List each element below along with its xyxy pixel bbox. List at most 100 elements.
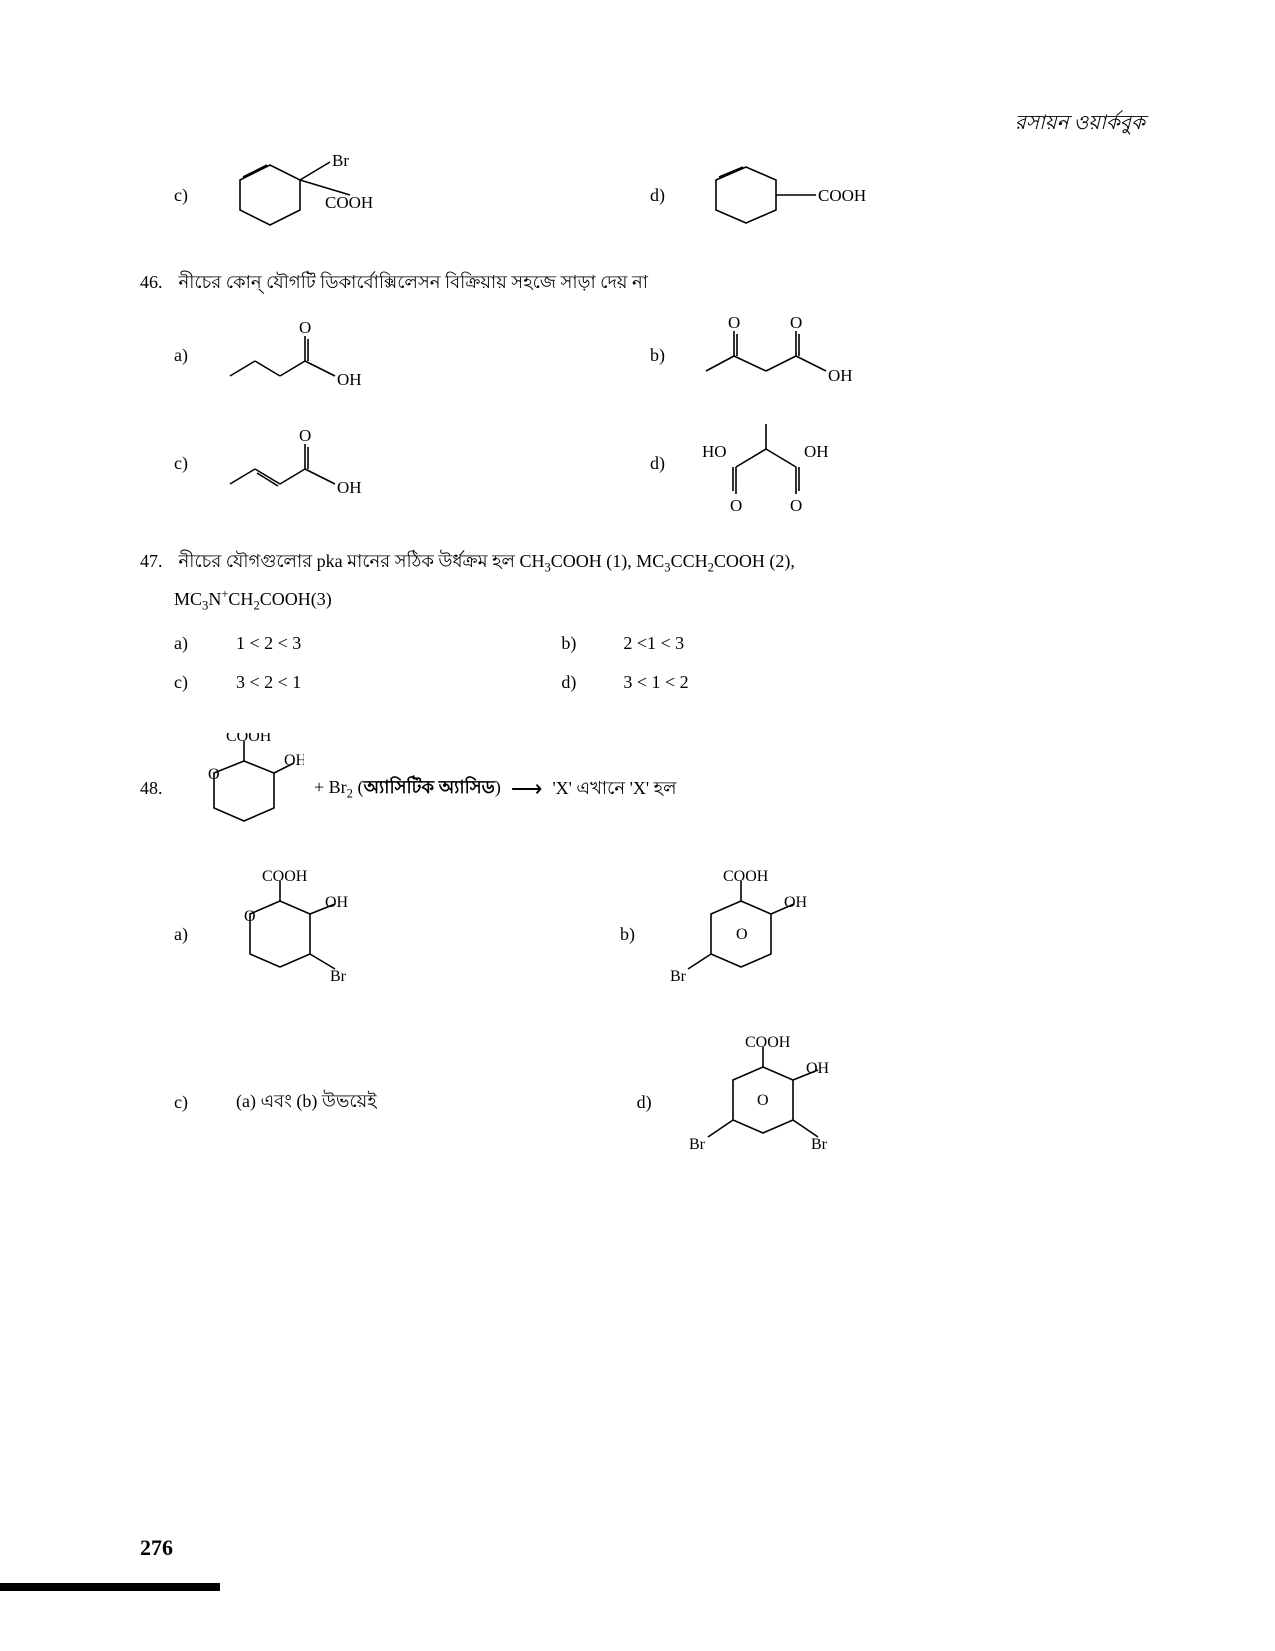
question-number: 46.: [140, 268, 174, 297]
q47-option-a: a) 1 < 2 < 3: [174, 633, 301, 654]
svg-text:COOH: COOH: [325, 193, 373, 212]
question-number: 47.: [140, 547, 174, 576]
q46-option-c: c) O OH: [174, 419, 390, 509]
option-label: a): [174, 633, 202, 654]
svg-text:O: O: [757, 1092, 769, 1109]
structure-c: O OH: [220, 419, 390, 509]
option-label: b): [620, 924, 648, 945]
svg-text:OH: OH: [806, 1060, 830, 1077]
question-number: 48.: [140, 774, 174, 803]
svg-text:COOH: COOH: [818, 186, 866, 205]
q46: 46. নীচের কোন্ যৌগটি ডিকার্বোক্সিলেসন বি…: [140, 268, 1155, 297]
svg-text:O: O: [208, 766, 220, 783]
t: (: [353, 777, 364, 797]
structure-b: O O OH: [696, 311, 896, 401]
svg-text:OH: OH: [337, 478, 362, 497]
svg-text:COOH: COOH: [745, 1035, 791, 1051]
page: রসায়ন ওয়ার্কবুক c) Br COOH d) COOH 46. …: [0, 0, 1275, 1651]
svg-text:OH: OH: [325, 894, 349, 911]
svg-text:O: O: [299, 318, 311, 337]
book-title: রসায়ন ওয়ার্কবুক: [1015, 108, 1145, 141]
svg-text:OH: OH: [784, 894, 808, 911]
option-label: d): [650, 453, 678, 474]
t: MC: [174, 589, 202, 609]
structure-d: COOH OH O Br Br: [683, 1035, 853, 1170]
q47-option-d: d) 3 < 1 < 2: [561, 672, 688, 693]
svg-text:Br: Br: [332, 151, 349, 170]
q45-option-d: d) COOH: [650, 155, 866, 235]
q46-row1: a) OOH b) OOOH: [174, 311, 1155, 401]
svg-text:Br: Br: [330, 968, 347, 985]
structure-c: Br COOH: [220, 150, 390, 240]
option-text: 1 < 2 < 3: [236, 633, 301, 654]
structure-d: HOOHOO: [696, 409, 906, 519]
q46-option-d: d) HOOHOO: [650, 409, 906, 519]
option-label: c): [174, 453, 202, 474]
structure-b: COOH OH O Br: [666, 869, 816, 999]
q46-option-b: b) OOOH: [650, 311, 896, 401]
option-label: c): [174, 672, 202, 693]
svg-text:COOH: COOH: [262, 869, 308, 885]
svg-text:COOH: COOH: [723, 869, 769, 885]
svg-text:COOH: COOH: [226, 733, 272, 745]
footer-bar: [0, 1583, 220, 1591]
q47-row2: c) 3 < 2 < 1 d) 3 < 1 < 2: [174, 672, 1155, 693]
structure-d: COOH: [696, 155, 866, 235]
q45-options-row: c) Br COOH d) COOH: [174, 150, 1155, 240]
svg-text:Br: Br: [670, 968, 687, 985]
t: COOH (2),: [714, 551, 795, 571]
q47-option-b: b) 2 <1 < 3: [561, 633, 684, 654]
option-label: a): [174, 345, 202, 366]
svg-text:OH: OH: [284, 752, 304, 769]
t: নীচের যৌগগুলোর pka মানের সঠিক উর্ধক্রম হ…: [179, 551, 520, 571]
t: COOH (1), MC: [551, 551, 665, 571]
option-label: d): [561, 672, 589, 693]
q46-row2: c) O OH d) HO OH O O: [174, 409, 1155, 519]
q46-option-a: a) OOH: [174, 311, 390, 401]
content: c) Br COOH d) COOH 46. নীচের কোন্ যৌগটি ড…: [140, 150, 1155, 1170]
option-text: (a) এবং (b) উভয়েই: [236, 1087, 377, 1118]
option-label: d): [637, 1092, 665, 1113]
t: CCH: [671, 551, 708, 571]
svg-text:HO: HO: [702, 442, 727, 461]
q48-row2: c) (a) এবং (b) উভয়েই d) COOH OH O Br Br: [174, 1035, 1155, 1170]
svg-text:OH: OH: [804, 442, 829, 461]
arrow-icon: ⟶: [511, 771, 543, 806]
svg-text:O: O: [728, 313, 740, 332]
option-label: a): [174, 924, 202, 945]
t: অ্যাসিটিক অ্যাসিড: [363, 777, 494, 797]
svg-text:O: O: [244, 908, 256, 925]
svg-text:O: O: [736, 926, 748, 943]
reagent: + Br2 (অ্যাসিটিক অ্যাসিড): [314, 773, 501, 804]
svg-text:O: O: [790, 313, 802, 332]
t: CH: [519, 551, 544, 571]
svg-text:Br: Br: [811, 1136, 828, 1153]
q47-line2: MC3N+CH2COOH(3): [174, 584, 1155, 616]
q47: 47. নীচের যৌগগুলোর pka মানের সঠিক উর্ধক্…: [140, 547, 1155, 615]
option-label: c): [174, 1092, 202, 1113]
q48-option-a: a) COOH OH O Br: [174, 869, 360, 999]
svg-text:OH: OH: [828, 366, 853, 385]
question-text: নীচের কোন্ যৌগটি ডিকার্বোক্সিলেসন বিক্রি…: [179, 272, 649, 292]
question-text: নীচের যৌগগুলোর pka মানের সঠিক উর্ধক্রম হ…: [179, 551, 795, 571]
option-text: 3 < 1 < 2: [623, 672, 688, 693]
option-label: d): [650, 185, 678, 206]
option-text: 2 <1 < 3: [623, 633, 684, 654]
t: CH: [228, 589, 253, 609]
product-text: 'X' এখানে 'X' হল: [552, 774, 676, 803]
t: COOH(3): [260, 589, 332, 609]
q48-option-d: d) COOH OH O Br Br: [637, 1035, 853, 1170]
option-label: b): [561, 633, 589, 654]
q45-option-c: c) Br COOH: [174, 150, 390, 240]
option-label: c): [174, 185, 202, 206]
t: ): [495, 777, 501, 797]
q48-row1: a) COOH OH O Br b) COOH OH O Br: [174, 869, 1155, 999]
t: + Br: [314, 777, 347, 797]
q48-option-c: c) (a) এবং (b) উভয়েই: [174, 1087, 377, 1118]
svg-text:O: O: [790, 496, 802, 515]
q48: 48. COOHOHO + Br2 (অ্যাসিটিক অ্যাসিড) ⟶ …: [140, 733, 1155, 843]
svg-text:O: O: [299, 426, 311, 445]
t: N: [208, 589, 221, 609]
svg-text:Br: Br: [689, 1136, 706, 1153]
structure-a: OOH: [220, 311, 390, 401]
